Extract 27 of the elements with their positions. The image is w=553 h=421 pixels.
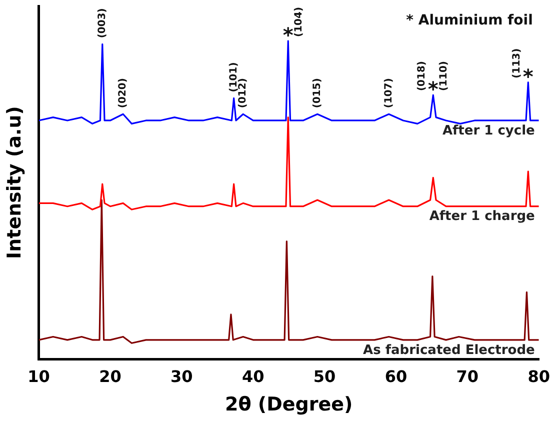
series-label: After 1 cycle [442,123,536,138]
annotation: (101) [228,62,240,92]
x-tick-label: 50 [313,366,336,386]
annotation: * [282,23,294,48]
annotation: * [522,64,534,89]
x-tick-label: 60 [384,366,408,386]
annotation: (107) [383,78,394,108]
x-tick-label: 40 [242,366,264,386]
annotation: (003) [96,8,108,38]
x-tick-label: 80 [528,366,550,386]
series-label: After 1 charge [429,209,536,224]
annotation: (018) [416,61,428,92]
annotation: (015) [312,78,324,108]
x-tick-label: 70 [456,366,479,386]
x-tick-label: 30 [170,366,193,386]
annotation: * [428,77,439,102]
annotation: (113) [512,48,523,78]
y-axis-title: Intensity (a.u) [3,106,26,259]
annotation: (104) [294,6,305,37]
annotation: (110) [438,61,450,92]
series-label: As fabricated Electrode [363,342,536,358]
annotation: (012) [238,78,249,108]
x-axis-title: 2θ (Degree) [225,394,353,416]
x-tick-label: 10 [28,366,50,386]
x-tick-label: 20 [99,366,122,386]
annotation: (020) [118,78,129,108]
text: * Aluminium foil [406,12,533,29]
